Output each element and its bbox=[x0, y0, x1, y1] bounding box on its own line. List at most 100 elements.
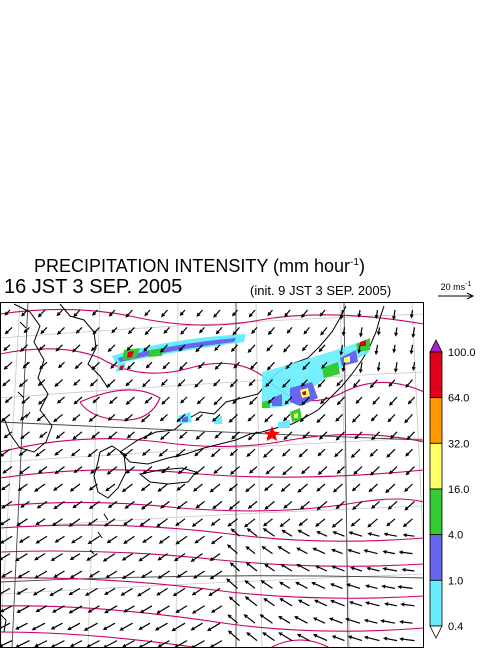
wind-vector bbox=[193, 605, 205, 614]
wind-vector-head bbox=[263, 598, 268, 602]
wind-vector bbox=[88, 535, 100, 544]
wind-vector-head bbox=[121, 488, 127, 493]
wind-vector-head bbox=[298, 453, 303, 458]
wind-vector-head bbox=[35, 521, 40, 526]
wind-vector bbox=[175, 640, 188, 648]
wind-vector-head bbox=[230, 347, 236, 353]
wind-vector-head bbox=[161, 400, 166, 405]
wind-vector-head bbox=[88, 486, 94, 491]
wind-vector-head bbox=[119, 626, 124, 631]
wind-vector-head bbox=[20, 503, 25, 508]
wind-vector-head bbox=[232, 331, 237, 336]
wind-vector-head bbox=[51, 609, 57, 613]
wind-vector-head bbox=[18, 539, 24, 543]
wind-vector-head bbox=[90, 347, 96, 352]
wind-vector-head bbox=[145, 364, 150, 369]
wind-vector-head bbox=[388, 470, 394, 475]
wind-vector-head bbox=[248, 313, 253, 318]
wind-vector-head bbox=[90, 469, 95, 474]
wind-vector-head bbox=[72, 348, 77, 353]
wind-vector-head bbox=[39, 434, 44, 439]
wind-vector-head bbox=[68, 522, 73, 527]
wind-vector-head bbox=[320, 331, 325, 336]
wind-vector-head bbox=[209, 488, 214, 493]
wind-vector-head bbox=[137, 592, 142, 597]
wind-vector-head bbox=[34, 574, 39, 579]
reference-arrow-icon bbox=[438, 292, 475, 300]
wind-vector-head bbox=[214, 365, 219, 370]
colorbar-label: 16.0 bbox=[448, 484, 469, 496]
wind-vector-head bbox=[348, 531, 353, 536]
wind-vector-head bbox=[299, 505, 305, 510]
wind-vector-head bbox=[294, 616, 299, 620]
wind-vector bbox=[53, 605, 65, 613]
wind-vector-head bbox=[0, 539, 5, 544]
wind-vector-head bbox=[247, 504, 253, 509]
wind-vector-head bbox=[108, 312, 113, 317]
wind-vector-head bbox=[176, 486, 181, 491]
wind-vector-head bbox=[194, 452, 199, 457]
wind-vector bbox=[0, 622, 11, 629]
wind-vector-head bbox=[172, 592, 178, 597]
wind-vector-head bbox=[51, 522, 57, 526]
wind-vector-head bbox=[229, 562, 235, 567]
wind-vector-head bbox=[107, 435, 113, 440]
wind-vector-head bbox=[369, 452, 374, 457]
wind-vector-head bbox=[382, 550, 387, 554]
wind-vector-head bbox=[160, 435, 165, 441]
wind-vector-head bbox=[83, 627, 89, 631]
wind-vector-head bbox=[126, 346, 131, 351]
wind-vector-head bbox=[213, 401, 218, 406]
wind-vector-head bbox=[34, 487, 39, 492]
wind-vector-head bbox=[159, 417, 165, 422]
wind-vector-head bbox=[123, 540, 128, 544]
wind-vector-head bbox=[209, 644, 215, 648]
wind-vector-head bbox=[350, 566, 355, 571]
wind-vector-head bbox=[267, 330, 273, 336]
wind-vector-head bbox=[302, 434, 307, 439]
wind-vector bbox=[261, 580, 273, 589]
wind-vector-head bbox=[336, 400, 341, 406]
wind-vector-head bbox=[91, 365, 96, 371]
wind-vector-head bbox=[283, 504, 288, 509]
wind-vector-head bbox=[263, 453, 268, 458]
wind-vector-head bbox=[380, 619, 385, 624]
wind-vector-head bbox=[50, 644, 56, 648]
wind-vector-head bbox=[138, 557, 143, 562]
wind-vector bbox=[295, 616, 308, 624]
wind-vector-head bbox=[285, 364, 290, 370]
wind-vector-head bbox=[397, 585, 402, 589]
wind-vector-head bbox=[347, 548, 352, 553]
wind-vector-head bbox=[369, 471, 375, 476]
wind-vector-head bbox=[358, 369, 363, 374]
wind-vector-head bbox=[16, 590, 21, 595]
colorbar-label: 64.0 bbox=[448, 393, 469, 405]
wind-vector bbox=[172, 622, 186, 631]
wind-vector-head bbox=[332, 531, 337, 535]
wind-vector-head bbox=[54, 382, 59, 387]
wind-vector bbox=[16, 553, 28, 561]
wind-vector-head bbox=[371, 436, 376, 441]
wind-vector-head bbox=[177, 382, 182, 387]
wind-vector bbox=[17, 605, 30, 613]
wind-vector-head bbox=[320, 400, 325, 405]
wind-vector-head bbox=[394, 332, 399, 337]
wind-vector-head bbox=[160, 504, 165, 509]
wind-vector bbox=[264, 528, 275, 537]
wind-vector bbox=[366, 602, 380, 607]
wind-vector-head bbox=[74, 364, 79, 370]
wind-vector-head bbox=[36, 417, 41, 422]
wind-vector-head bbox=[367, 532, 372, 537]
wind-vector-head bbox=[311, 581, 316, 586]
wind-vector-head bbox=[124, 504, 129, 509]
wind-vector-head bbox=[54, 470, 59, 475]
colorbar-box bbox=[429, 397, 443, 444]
wind-vector bbox=[332, 518, 343, 527]
wind-vector bbox=[211, 640, 223, 648]
wind-vector-head bbox=[21, 399, 26, 404]
wind-vector bbox=[381, 620, 396, 624]
wind-vector-head bbox=[157, 643, 163, 648]
wind-vector-head bbox=[102, 557, 108, 562]
wind-vector-head bbox=[367, 523, 372, 528]
wind-vector-head bbox=[160, 381, 166, 387]
